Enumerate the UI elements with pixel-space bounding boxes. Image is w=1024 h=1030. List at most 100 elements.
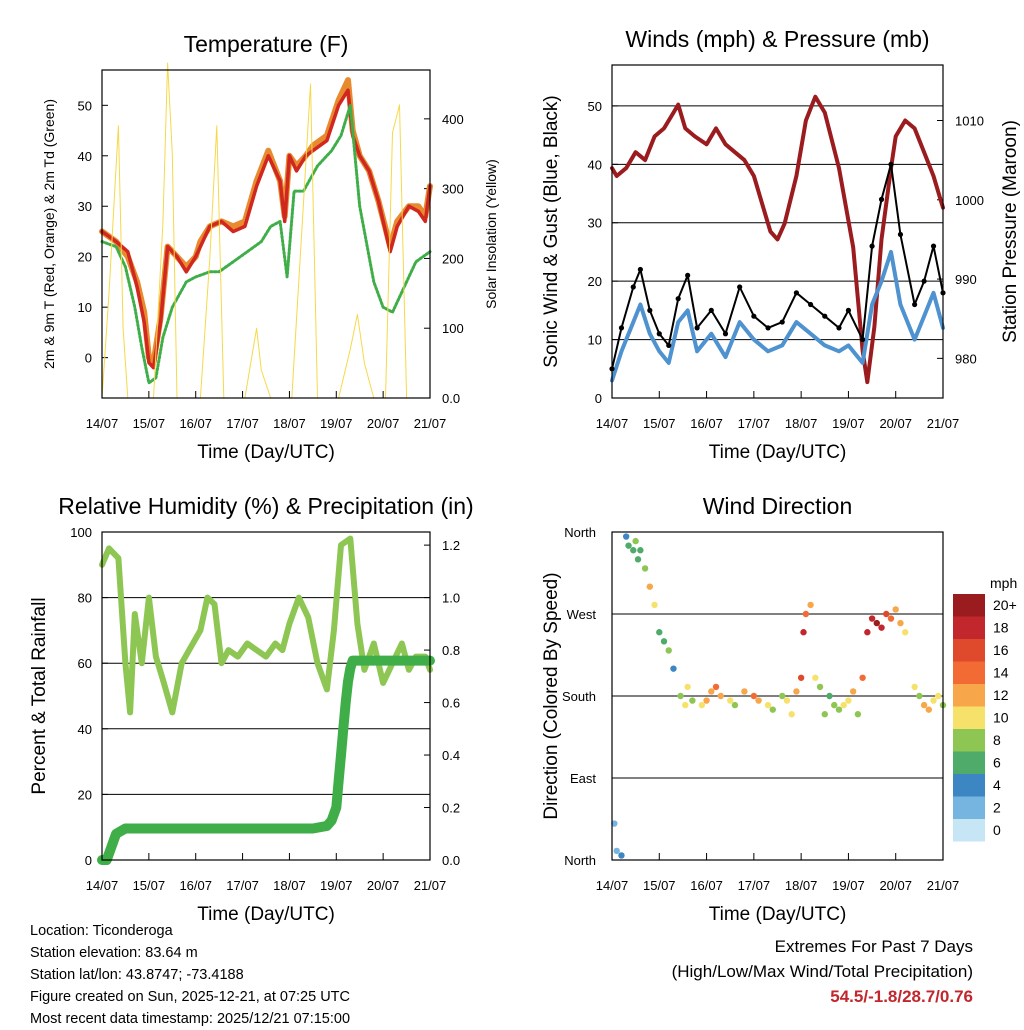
extremes-value: 54.5/-1.8/28.7/0.76 <box>830 987 973 1006</box>
legend-label: 12 <box>993 687 1009 703</box>
direction-point <box>849 688 857 695</box>
y2-tick-label: 0.2 <box>442 801 460 816</box>
legend-swatch <box>953 796 985 819</box>
direction-point <box>797 674 805 681</box>
y-tick-label: 80 <box>78 591 92 606</box>
series-total-rainfall <box>97 655 435 865</box>
x-tick-label: 16/07 <box>179 878 212 893</box>
plot-frame <box>611 64 944 399</box>
direction-point <box>611 820 618 827</box>
y2-tick-label: 980 <box>955 351 977 366</box>
gust-point <box>630 284 636 290</box>
y-axis-label: 2m & 9m T (Red, Orange) & 2m Td (Green) <box>41 99 57 369</box>
y-tick-label: 40 <box>588 157 602 172</box>
legend-swatch <box>953 684 985 707</box>
x-tick-label: 21/07 <box>927 416 960 431</box>
extremes-title: Extremes For Past 7 Days <box>774 937 973 956</box>
y-tick-label: West <box>567 607 597 622</box>
direction-point <box>788 711 795 718</box>
direction-point <box>916 692 923 700</box>
direction-point <box>901 629 909 636</box>
y-tick-label: 20 <box>78 250 92 265</box>
extremes-subtitle: (High/Low/Max Wind/Total Precipitation) <box>671 962 973 981</box>
legend-swatch <box>953 729 985 752</box>
gust-point <box>751 313 757 319</box>
direction-point <box>755 697 762 704</box>
y-tick-label: 0 <box>85 853 92 868</box>
direction-point <box>665 647 672 654</box>
direction-point <box>731 701 739 709</box>
y-tick-label: 20 <box>78 787 92 802</box>
direction-point <box>854 711 862 718</box>
direction-point <box>637 547 644 554</box>
y-tick-label: 60 <box>78 656 92 671</box>
chart-wind: Winds (mph) & Pressure (mb) 0 10 20 30 40 50 14… <box>541 26 1021 463</box>
series-pressure <box>610 94 945 385</box>
direction-point <box>807 601 814 609</box>
chart-title: Temperature (F) <box>184 31 349 57</box>
legend-title: mph <box>990 575 1017 591</box>
legend-label: 6 <box>993 755 1001 771</box>
direction-point <box>670 665 677 672</box>
direction-point <box>656 629 663 636</box>
station-info: Location: Ticonderoga Station elevation:… <box>30 920 350 1030</box>
direction-point <box>887 615 895 622</box>
direction-point <box>632 537 639 545</box>
direction-point <box>712 683 720 691</box>
x-tick-label: 21/07 <box>414 416 447 431</box>
direction-point <box>630 547 637 554</box>
y2-tick-label: 0.8 <box>442 643 460 658</box>
x-tick-label: 16/07 <box>690 878 723 893</box>
y2-tick-label: 1010 <box>955 114 984 129</box>
x-tick-label: 18/07 <box>785 878 818 893</box>
series-2m-t <box>99 77 433 366</box>
y-tick-label: 10 <box>588 333 602 348</box>
gust-point <box>675 296 681 302</box>
y2-tick-label: 400 <box>442 112 464 127</box>
info-created: Figure created on Sun, 2025-12-21, at 07… <box>30 989 350 1005</box>
series-gust <box>611 163 944 370</box>
legend-swatch <box>953 819 985 842</box>
plot-frame <box>101 69 431 399</box>
direction-point <box>892 606 899 613</box>
gust-point <box>845 307 852 313</box>
direction-point <box>703 697 710 704</box>
direction-point <box>618 852 625 859</box>
x-tick-label: 18/07 <box>785 416 818 431</box>
legend-swatch <box>953 661 985 684</box>
direction-point <box>897 619 904 627</box>
legend-label: 0 <box>993 822 1001 838</box>
gust-point <box>836 325 842 331</box>
gust-point <box>912 301 918 308</box>
info-location: Location: Ticonderoga <box>30 923 173 939</box>
info-recent: Most recent data timestamp: 2025/12/21 0… <box>30 1011 351 1027</box>
direction-point <box>802 610 810 618</box>
legend-swatch <box>953 616 985 639</box>
x-tick-label: 21/07 <box>927 878 960 893</box>
gust-point <box>779 319 785 325</box>
series-wind <box>610 249 945 383</box>
y-axis-label: Sonic Wind & Gust (Blue, Black) <box>541 95 562 367</box>
direction-point <box>660 638 668 645</box>
series-9m-t <box>100 88 432 370</box>
y2-tick-label: 0.6 <box>442 696 460 711</box>
chart-title: Relative Humidity (%) & Precipitation (i… <box>58 493 473 519</box>
legend-label: 8 <box>993 732 1001 748</box>
y-tick-label: 0 <box>595 391 602 406</box>
chart-title: Wind Direction <box>703 493 853 519</box>
x-axis-label: Time (Day/UTC) <box>197 442 335 463</box>
y-tick-label: South <box>562 689 596 704</box>
y2-axis-label: Solar Insolation (Yellow) <box>483 159 499 309</box>
legend-label: 20+ <box>993 597 1017 613</box>
y-tick-label: 40 <box>78 149 92 164</box>
direction-point <box>622 533 630 540</box>
y-tick-label: 20 <box>588 274 602 289</box>
y-tick-label: East <box>570 771 596 786</box>
direction-point <box>883 610 890 618</box>
direction-point <box>717 692 724 700</box>
direction-point <box>878 624 885 631</box>
y2-tick-label: 200 <box>442 251 464 266</box>
x-tick-label: 17/07 <box>226 416 259 431</box>
y-axis-label: Direction (Colored By Speed) <box>541 572 562 819</box>
